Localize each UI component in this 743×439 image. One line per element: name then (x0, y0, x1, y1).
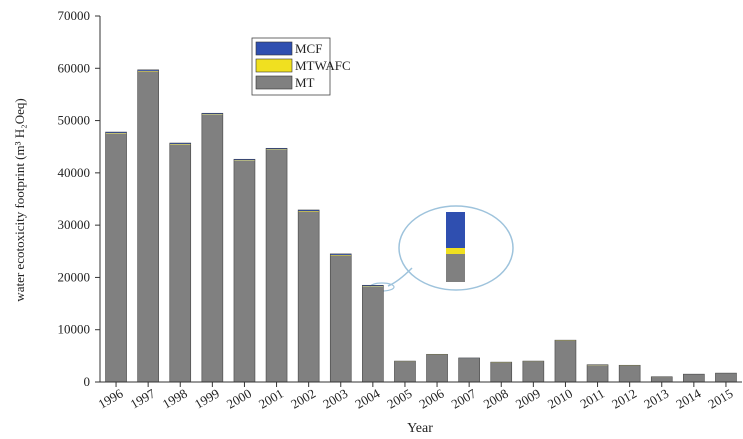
legend-swatch (255, 75, 293, 90)
y-tick-label: 20000 (58, 269, 91, 284)
x-tick-label: 2012 (609, 386, 639, 412)
bar-segment (169, 143, 191, 145)
x-tick-label: 2001 (256, 386, 286, 412)
y-axis-title: water ecotoxicity footprint (m³ H₂Oeq) (12, 98, 27, 301)
x-tick-label: 2003 (320, 386, 350, 412)
x-tick-label: 1996 (96, 385, 126, 411)
bar-segment (298, 211, 320, 212)
y-tick-label: 10000 (58, 322, 91, 337)
x-tick-label: 2002 (288, 386, 318, 412)
bar-segment (233, 160, 255, 382)
bar-segment (330, 253, 352, 255)
y-tick-label: 0 (84, 374, 91, 389)
bar-segment (298, 209, 320, 212)
y-tick-label: 40000 (58, 165, 91, 180)
bar-segment (137, 70, 159, 72)
bar-segment (105, 133, 127, 382)
bar-segment (137, 71, 159, 383)
bar-segment (458, 358, 480, 382)
bar-segment (619, 365, 641, 382)
bar-segment (233, 160, 255, 161)
x-tick-label: 2014 (673, 385, 703, 411)
bar-segment (266, 149, 288, 150)
bar-segment (137, 69, 159, 71)
x-tick-label: 1999 (192, 386, 222, 412)
bar-segment (362, 286, 384, 287)
legend-label: MTWAFC (295, 58, 351, 73)
bar-segment (362, 285, 384, 287)
zoom-inset (369, 205, 514, 292)
bar-segment (266, 148, 288, 150)
bar-segment (201, 113, 223, 115)
x-axis-title: Year (407, 421, 433, 436)
bar-segment (201, 114, 223, 382)
x-tick-label: 2008 (481, 386, 511, 412)
bar-segment (715, 373, 737, 382)
bar-segment (105, 133, 127, 134)
x-tick-label: 2013 (641, 386, 671, 412)
bar-segment (233, 159, 255, 161)
bar-segment (394, 361, 416, 382)
x-tick-label: 2004 (352, 385, 382, 411)
y-tick-label: 70000 (58, 8, 91, 23)
bar-segment (330, 254, 352, 256)
bar-segment (554, 340, 576, 382)
bar-segment (522, 361, 544, 382)
legend-label: MT (295, 75, 315, 90)
y-tick-label: 60000 (58, 60, 91, 75)
bar-segment (362, 286, 384, 382)
y-tick-label: 50000 (58, 113, 91, 128)
x-tick-label: 1997 (128, 385, 158, 411)
bar-segment (169, 144, 191, 145)
y-tick-label: 30000 (58, 217, 91, 232)
legend-label: MCF (295, 41, 322, 56)
legend: MCF MTWAFC MT (251, 37, 351, 96)
x-tick-label: 2000 (224, 386, 254, 412)
x-tick-label: 2009 (513, 386, 543, 412)
bar-segment (105, 132, 127, 134)
x-tick-label: 2007 (449, 385, 479, 411)
bar-segment (298, 211, 320, 382)
x-tick-label: 2010 (545, 386, 575, 412)
legend-swatch (255, 41, 293, 56)
legend-swatch (255, 58, 293, 73)
bar-segment (651, 377, 673, 382)
bar-segment (201, 114, 223, 115)
bar-segment (169, 144, 191, 382)
bar-segment (683, 374, 705, 382)
bar-segment (490, 362, 512, 382)
bar-segment (330, 255, 352, 382)
bar-segment (426, 354, 448, 382)
x-tick-label: 2011 (577, 386, 607, 412)
bar-segment (587, 365, 609, 382)
x-tick-label: 1998 (160, 386, 190, 412)
x-tick-label: 2006 (417, 385, 447, 411)
bar-segment (266, 149, 288, 382)
x-tick-label: 2015 (705, 386, 735, 412)
x-tick-label: 2005 (384, 386, 414, 412)
